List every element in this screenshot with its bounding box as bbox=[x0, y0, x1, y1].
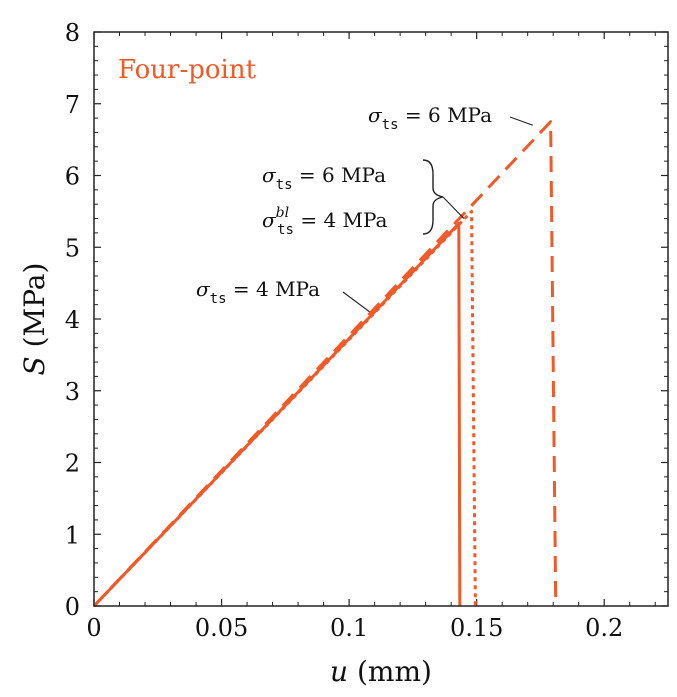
y-tick-label: 0 bbox=[65, 593, 80, 621]
annotation-value: = 4 MPa bbox=[294, 208, 388, 232]
x-axis-title: u (mm) bbox=[330, 655, 432, 688]
annotation-subscript: ts bbox=[210, 291, 227, 307]
annotation-subscript: ts bbox=[382, 117, 399, 133]
series-line-dashed bbox=[92, 120, 558, 608]
x-tick-label: 0 bbox=[86, 614, 101, 642]
x-axis-variable: u bbox=[330, 655, 348, 688]
y-axis-title: S (MPa) bbox=[18, 263, 51, 376]
y-axis-variable: S bbox=[18, 356, 51, 375]
annotation-value: = 6 MPa bbox=[293, 163, 387, 187]
y-tick-label: 3 bbox=[65, 378, 80, 406]
annotation-symbol: σ bbox=[262, 163, 277, 187]
annotation-leader bbox=[342, 291, 370, 313]
x-tick-label: 0.05 bbox=[195, 614, 248, 642]
y-tick-label: 5 bbox=[65, 234, 80, 262]
series-layer bbox=[92, 120, 558, 608]
y-tick-label: 4 bbox=[65, 306, 80, 334]
annotation-label: σts = 6 MPa bbox=[368, 103, 492, 133]
y-tick-label: 2 bbox=[65, 450, 80, 478]
annotation-leader bbox=[442, 196, 465, 219]
annotation-subscript: ts bbox=[276, 177, 293, 193]
y-tick-label: 1 bbox=[65, 521, 80, 549]
annotation-label: σbl ts = 4 MPa bbox=[262, 205, 388, 238]
annotation-symbol: σ bbox=[196, 277, 211, 301]
x-tick-label: 0.2 bbox=[585, 614, 623, 642]
annotation-subscript: ts bbox=[277, 222, 294, 238]
annotation-leader bbox=[509, 116, 533, 126]
annotation-symbol: σ bbox=[262, 208, 277, 232]
x-axis-unit: (mm) bbox=[348, 655, 432, 688]
annotation-label: σts = 6 MPa bbox=[262, 163, 386, 193]
y-tick-label: 7 bbox=[65, 91, 80, 119]
series-line-dotted bbox=[92, 209, 477, 608]
y-tick-label: 8 bbox=[65, 19, 80, 47]
tick-label-layer: 0 0.05 0.1 0.15 0.2 0 1 2 3 4 5 6 7 8 bbox=[65, 19, 624, 642]
annotation-value: = 6 MPa bbox=[399, 103, 493, 127]
y-axis-unit: (MPa) bbox=[18, 263, 51, 357]
annotation-value: = 4 MPa bbox=[227, 277, 321, 301]
y-tick-label: 6 bbox=[65, 163, 80, 191]
x-tick-label: 0.15 bbox=[450, 614, 503, 642]
annotation-superscript: bl bbox=[276, 205, 289, 221]
corner-label: Four-point bbox=[118, 55, 257, 85]
annotation-label: σts = 4 MPa bbox=[196, 277, 320, 307]
plot-frame bbox=[93, 31, 669, 607]
x-tick-label: 0.1 bbox=[330, 614, 368, 642]
annotation-symbol: σ bbox=[368, 103, 383, 127]
